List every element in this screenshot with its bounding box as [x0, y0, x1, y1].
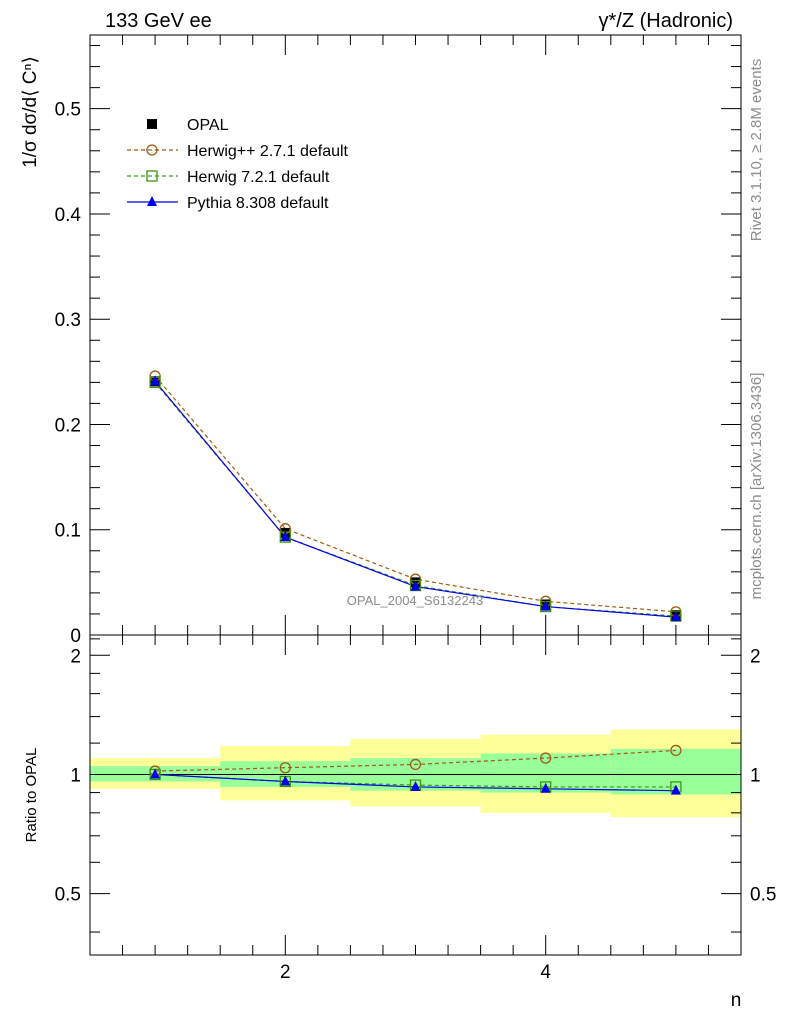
x-axis-label: n: [731, 990, 742, 1011]
ratio-y-tick-labels: 0.5 0.5 1 1 2 2: [55, 646, 777, 905]
main-y-axis-label: 1/σ dσ/d⟨ Cⁿ⟩: [20, 56, 41, 168]
ratio-data-point: [409, 758, 422, 771]
legend-label: OPAL: [187, 117, 229, 134]
ratio-y-tick-label-right: 2: [750, 646, 761, 667]
ratio-y-tick-label-right: 0.5: [750, 885, 776, 906]
ratio-y-tick-label: 1: [70, 765, 81, 786]
main-panel: OPAL_2004_S6132243 0 0.1 0.2 0.3 0.4 0.5 1/σ …: [20, 34, 742, 647]
header-left: 133 GeV ee: [105, 10, 212, 32]
ratio-y-tick-label-right: 1: [750, 765, 761, 786]
ratio-series-markers: [149, 744, 682, 795]
data-point: [280, 531, 291, 542]
data-point: [150, 375, 161, 386]
data-point: [540, 600, 551, 611]
ratio-data-point: [670, 744, 682, 757]
rivet-version-text: Rivet 3.1.10, ≥ 2.8M events: [748, 59, 765, 242]
x-tick-label: 2: [280, 962, 291, 983]
legend-label: Herwig++ 2.7.1 default: [187, 143, 349, 160]
ratio-frame: [89, 634, 742, 956]
header-right: γ*/Z (Hadronic): [599, 10, 733, 32]
ratio-y-tick-label: 0.5: [55, 885, 81, 906]
ratio-data-point: [540, 752, 552, 764]
ratio-data-point: [540, 782, 551, 793]
ratio-data-point: [150, 768, 161, 779]
data-point: [670, 611, 681, 622]
y-tick-label: 0.5: [55, 100, 81, 121]
source-text: mcplots.cern.ch [arXiv:1306.3436]: [748, 373, 765, 600]
ratio-y-tick-label: 2: [70, 646, 81, 667]
legend: OPAL Herwig++ 2.7.1 default Herwig 7.2.1 d…: [127, 117, 349, 212]
legend-marker: [146, 170, 158, 182]
x-tick-label: 4: [540, 962, 551, 983]
main-series-markers: [149, 370, 682, 622]
y-tick-label: 0: [70, 626, 81, 647]
y-tick-label: 0.2: [55, 415, 81, 436]
main-y-tick-labels: 0 0.1 0.2 0.3 0.4 0.5: [55, 100, 82, 647]
ratio-data-point: [410, 780, 421, 791]
y-tick-label: 0.1: [55, 521, 81, 542]
legend-marker: [147, 196, 157, 206]
ratio-data-point: [670, 784, 681, 795]
ratio-y-axis-label: Ratio to OPAL: [23, 748, 40, 843]
analysis-watermark: OPAL_2004_S6132243: [347, 593, 483, 608]
y-tick-label: 0.3: [55, 310, 81, 331]
ratio-uncertainty-bands: [90, 729, 741, 818]
legend-label: Herwig 7.2.1 default: [187, 169, 330, 186]
ratio-data-point: [280, 775, 291, 786]
ratio-data-point: [279, 762, 291, 774]
legend-marker: [147, 119, 157, 129]
series-line: [154, 375, 676, 613]
y-tick-label: 0.4: [55, 205, 82, 226]
ratio-series-line: [155, 749, 676, 772]
legend-label: Pythia 8.308 default: [187, 195, 329, 212]
main-axis-ticks: [89, 35, 742, 636]
data-point: [410, 580, 421, 591]
legend-marker: [146, 144, 158, 156]
